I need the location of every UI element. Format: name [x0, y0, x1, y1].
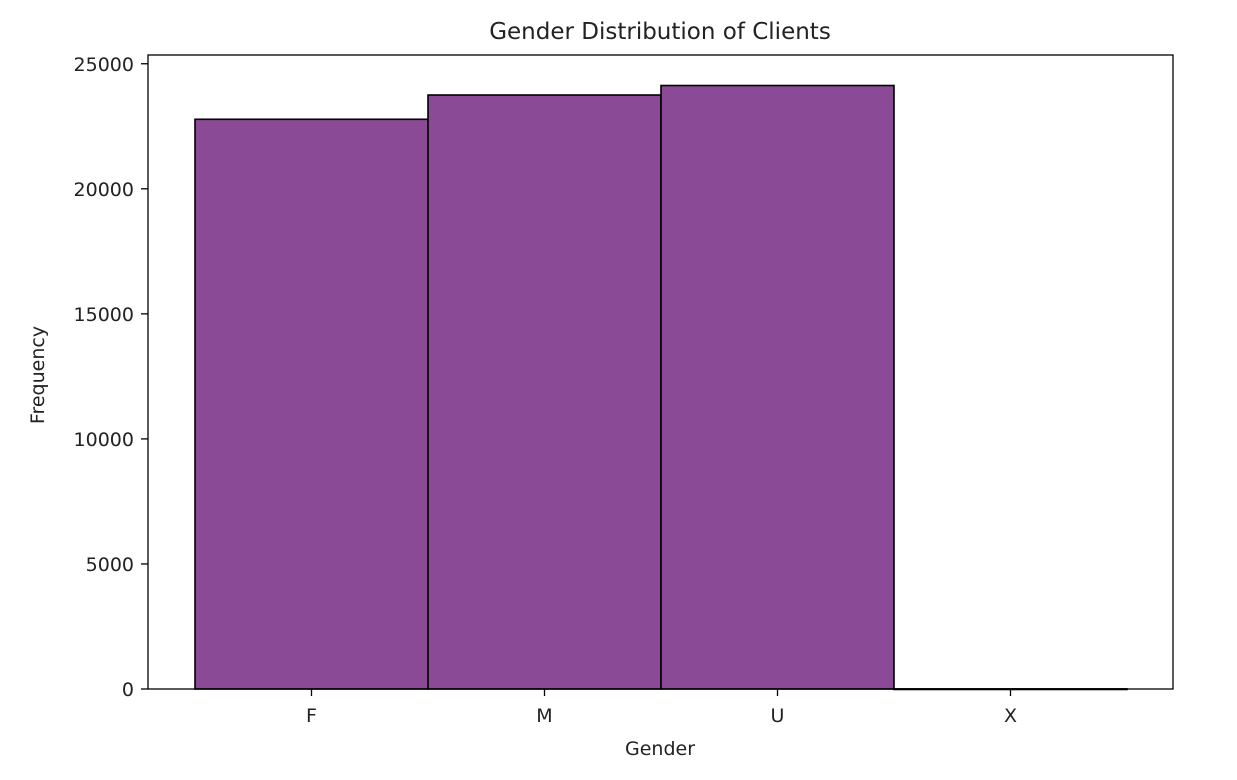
y-axis-ticks: 0 5000 10000 15000 20000 25000 [74, 54, 148, 701]
x-tick-label: U [771, 705, 785, 727]
bar-series [194, 84, 1128, 691]
y-tick-label: 5000 [86, 554, 134, 576]
y-tick-label: 25000 [74, 54, 134, 76]
y-tick-label: 15000 [74, 304, 134, 326]
bar-u [660, 84, 895, 690]
y-tick-label: 0 [122, 679, 134, 701]
x-axis-label: Gender [625, 738, 695, 760]
bar-m [427, 94, 662, 690]
chart-title: Gender Distribution of Clients [489, 19, 831, 45]
plot-area-frame [147, 54, 1174, 690]
x-tick-label: M [536, 705, 552, 727]
bar-f [194, 118, 429, 690]
x-tick-label: F [306, 705, 317, 727]
y-tick-label: 10000 [74, 429, 134, 451]
y-tick-label: 20000 [74, 179, 134, 201]
y-axis-label: Frequency [27, 326, 49, 424]
x-tick-label: X [1004, 705, 1017, 727]
